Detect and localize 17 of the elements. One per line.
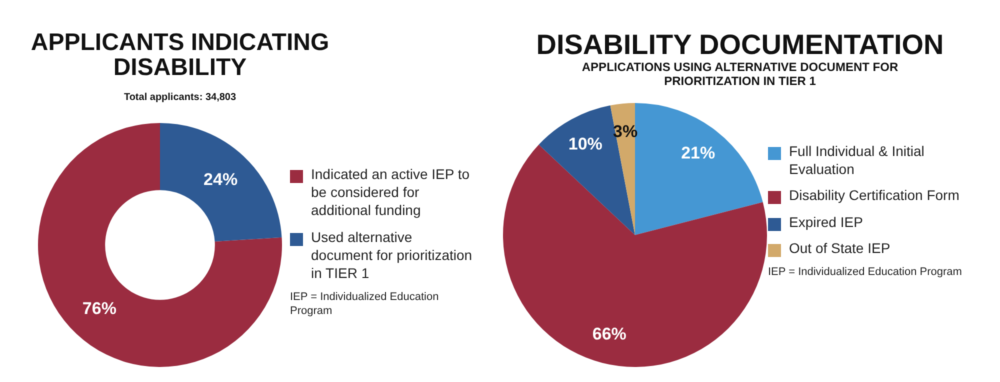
legend-label: Disability Certification Form [789,186,960,205]
legend-label: Used alternative document for prioritization in TIER 1 [311,228,474,282]
data-label: 21% [681,143,716,162]
data-label: 24% [204,170,238,190]
legend-label: Out of State IEP [789,238,890,257]
text: IEP = Individualized Education Program [768,264,963,280]
legend-label: Full Individual & Initial Evaluation [789,142,926,178]
chart-title: APPLICANTS INDICATING DISABILITY [30,29,330,82]
legend-label: Expired IEP [789,212,863,231]
data-label: 10% [568,134,602,154]
legend-label: Indicated an active IEP to be considered for additional funding [311,165,471,220]
chart-subtitle: APPLICATIONS USING ALTERNATIVE DOCUMENT FOR PRIORITIZATION IN TIER 1 [580,60,900,88]
chart-subtitle: Total applicants: 34,803 [122,92,238,103]
data-label: 76% [82,299,116,318]
chart-title: DISABILITY DOCUMENTATION [535,29,945,60]
data-label: 66% [592,324,626,344]
text: IEP = Individualized Education Program [290,290,440,319]
